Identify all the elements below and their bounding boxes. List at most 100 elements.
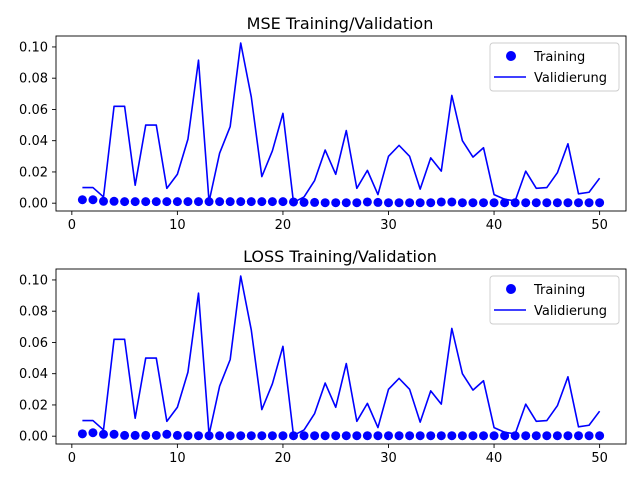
mse-training-point [415, 198, 425, 208]
mse-xtick-label: 50 [591, 218, 608, 233]
loss-training-point [172, 430, 182, 440]
loss-training-point [415, 431, 425, 441]
loss-training-point [278, 431, 288, 441]
mse-training-point [278, 197, 288, 207]
mse-training-point [584, 198, 594, 208]
mse-ytick-label: 0.08 [19, 72, 48, 87]
mse-training-point [141, 197, 151, 207]
loss-training-point [289, 431, 298, 441]
mse-training-point [479, 198, 488, 208]
mse-training-point [542, 198, 552, 208]
mse-training-point [405, 198, 415, 208]
mse-training-point [172, 197, 182, 207]
loss-training-point [77, 429, 87, 439]
mse-training-point [574, 198, 583, 208]
mse-legend-training-label: Training [533, 50, 585, 65]
mse-training-point [267, 197, 277, 207]
loss-training-point [352, 431, 362, 441]
mse-training-point [500, 198, 510, 208]
mse-training-point [88, 195, 98, 205]
loss-xtick-label: 20 [275, 451, 292, 466]
mse-training-point [521, 198, 531, 208]
mse-ytick-label: 0.10 [19, 40, 48, 55]
loss-legend: Training Validierung [489, 275, 620, 325]
loss-training-point [194, 431, 203, 441]
loss-training-point [489, 431, 499, 441]
mse-training-point [320, 198, 330, 208]
mse-ytick-label: 0.06 [19, 103, 48, 118]
loss-training-point [521, 431, 531, 441]
mse-training-point [489, 198, 499, 208]
loss-training-point [299, 431, 309, 441]
mse-training-point [215, 197, 225, 207]
loss-training-point [531, 431, 541, 441]
loss-training-point [584, 431, 594, 441]
loss-subplot: LOSS Training/Validation Training Validi… [19, 247, 627, 466]
loss-legend-validierung-label: Validierung [534, 304, 607, 319]
mse-legend: Training Validierung [489, 42, 620, 92]
loss-training-point [109, 429, 119, 439]
mse-ytick-label: 0.04 [19, 134, 48, 149]
loss-training-point [151, 430, 161, 440]
loss-training-point [204, 431, 214, 441]
loss-training-point [88, 428, 98, 438]
loss-training-point [479, 431, 488, 441]
mse-training-point [468, 198, 478, 208]
mse-training-point [120, 197, 130, 207]
loss-training-point [362, 431, 372, 441]
loss-training-point [215, 431, 225, 441]
mse-plot-area [77, 42, 605, 208]
mse-xtick-label: 0 [68, 218, 76, 233]
mse-training-point [595, 198, 605, 208]
loss-training-point [225, 431, 235, 441]
loss-ytick-label: 0.00 [19, 430, 48, 445]
loss-training-point [183, 431, 193, 441]
mse-training-point [563, 198, 573, 208]
loss-legend-box [489, 275, 620, 325]
mse-ytick-label: 0.02 [19, 165, 48, 180]
mse-training-point [130, 197, 140, 207]
loss-plot-area [77, 275, 605, 441]
mse-training-point [510, 198, 520, 208]
mse-training-point [373, 197, 383, 207]
loss-training-point [141, 430, 151, 440]
mse-training-point [457, 198, 467, 208]
loss-ytick-label: 0.08 [19, 305, 48, 320]
loss-ytick-label: 0.04 [19, 367, 48, 382]
mse-axes-frame [55, 35, 627, 212]
loss-training-point [341, 431, 351, 441]
loss-training-point [542, 431, 552, 441]
loss-training-point [373, 431, 383, 441]
mse-training-point [531, 198, 541, 208]
loss-training-point [99, 429, 108, 439]
mse-training-point [331, 198, 341, 208]
mse-training-point [289, 197, 298, 207]
mse-legend-box [489, 42, 620, 92]
mse-training-point [362, 197, 372, 207]
loss-training-point [574, 431, 583, 441]
mse-training-point [352, 198, 362, 208]
loss-training-point [130, 430, 140, 440]
loss-legend-training-label: Training [533, 283, 585, 298]
mse-training-point [310, 197, 320, 207]
mse-ytick-label: 0.00 [19, 197, 48, 212]
loss-training-point [162, 429, 172, 439]
loss-xtick-label: 0 [68, 451, 76, 466]
mse-training-point [436, 197, 446, 207]
loss-training-point [457, 431, 467, 441]
loss-training-point [552, 431, 562, 441]
loss-training-point [436, 431, 446, 441]
loss-xtick-label: 40 [486, 451, 503, 466]
mse-xtick-label: 30 [380, 218, 397, 233]
loss-training-point [510, 431, 520, 441]
mse-training-point [183, 197, 193, 207]
mse-training-point [426, 198, 436, 208]
loss-ytick-label: 0.02 [19, 398, 48, 413]
loss-training-point [257, 431, 267, 441]
loss-training-point [120, 430, 130, 440]
loss-training-point [394, 431, 404, 441]
loss-training-point [563, 431, 573, 441]
mse-training-point [341, 198, 351, 208]
loss-training-point [236, 431, 246, 441]
loss-ytick-label: 0.06 [19, 336, 48, 351]
